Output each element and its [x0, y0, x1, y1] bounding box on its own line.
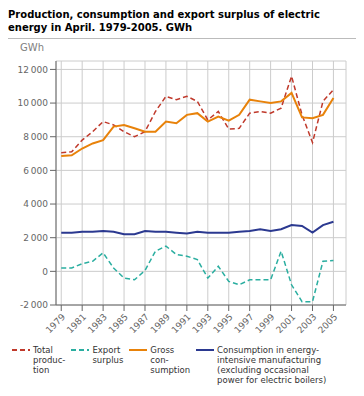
svg-text:1999: 1999 [253, 312, 276, 335]
svg-text:1981: 1981 [65, 312, 88, 335]
svg-text:1987: 1987 [128, 312, 151, 335]
html-text:Gross con- sumption: Gross con- sumption [150, 345, 191, 375]
svg-text:1991: 1991 [170, 312, 193, 335]
html-text:Production, consumption and ex: Production, consumption and export surpl… [8, 9, 320, 33]
svg-text:0: 0 [42, 267, 48, 277]
svg-text:1979: 1979 [44, 312, 67, 335]
svg-text:1993: 1993 [190, 312, 213, 335]
html-text:Consumption in energy- intensi: Consumption in energy- intensive manufac… [217, 345, 327, 385]
svg-text:1983: 1983 [86, 312, 109, 335]
svg-text:4 000: 4 000 [23, 199, 48, 209]
svg-text:12 000: 12 000 [18, 65, 49, 75]
svg-text:1985: 1985 [107, 312, 130, 335]
svg-text:8 000: 8 000 [23, 132, 48, 142]
svg-text:1989: 1989 [149, 312, 172, 335]
svg-text:GWh: GWh [20, 42, 44, 53]
svg-text:2001: 2001 [274, 312, 297, 335]
svg-text:2 000: 2 000 [23, 233, 48, 243]
html-text:Export surplus: Export surplus [92, 345, 124, 365]
svg-text:1995: 1995 [211, 312, 234, 335]
svg-text:-2 000: -2 000 [20, 300, 48, 310]
html-text:Total produc- tion: Total produc- tion [33, 345, 66, 375]
svg-text:1997: 1997 [232, 312, 255, 335]
svg-text:2005: 2005 [316, 312, 339, 335]
svg-text:2003: 2003 [295, 312, 318, 335]
svg-text:10 000: 10 000 [18, 98, 49, 108]
svg-text:6 000: 6 000 [23, 166, 48, 176]
